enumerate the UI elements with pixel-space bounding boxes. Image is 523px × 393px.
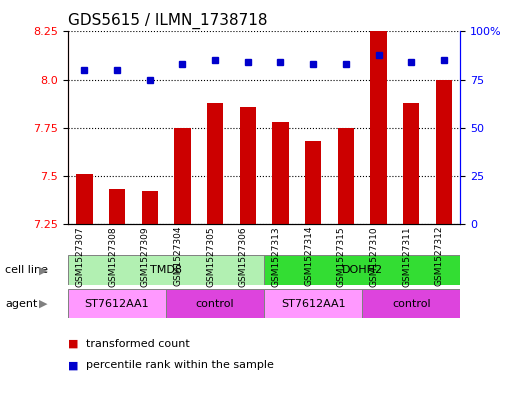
- Bar: [174, 128, 190, 224]
- Text: ST7612AA1: ST7612AA1: [85, 299, 150, 309]
- Text: GSM1527310: GSM1527310: [370, 226, 379, 286]
- Text: GSM1527309: GSM1527309: [141, 226, 150, 286]
- Bar: [362, 289, 460, 318]
- Text: GSM1527307: GSM1527307: [75, 226, 84, 286]
- Text: ▶: ▶: [39, 299, 47, 309]
- Bar: [436, 79, 452, 224]
- Text: DOHH2: DOHH2: [342, 265, 383, 275]
- Bar: [338, 128, 354, 224]
- Text: GSM1527305: GSM1527305: [206, 226, 215, 286]
- Text: TMD8: TMD8: [150, 265, 182, 275]
- Bar: [68, 255, 264, 285]
- Text: ▶: ▶: [39, 265, 47, 275]
- Bar: [207, 103, 223, 224]
- Text: control: control: [392, 299, 430, 309]
- Bar: [76, 174, 93, 224]
- Bar: [109, 189, 125, 224]
- Text: agent: agent: [5, 299, 38, 309]
- Bar: [272, 122, 289, 224]
- Bar: [264, 289, 362, 318]
- Text: transformed count: transformed count: [86, 339, 190, 349]
- Bar: [403, 103, 419, 224]
- Text: cell line: cell line: [5, 265, 48, 275]
- Bar: [142, 191, 158, 224]
- Text: GDS5615 / ILMN_1738718: GDS5615 / ILMN_1738718: [68, 13, 267, 29]
- Bar: [264, 255, 460, 285]
- Text: GSM1527304: GSM1527304: [174, 226, 183, 286]
- Text: ST7612AA1: ST7612AA1: [281, 299, 346, 309]
- Bar: [68, 289, 166, 318]
- Text: GSM1527314: GSM1527314: [304, 226, 313, 286]
- Bar: [370, 31, 386, 224]
- Text: GSM1527311: GSM1527311: [402, 226, 411, 286]
- Text: GSM1527315: GSM1527315: [337, 226, 346, 286]
- Bar: [305, 141, 321, 224]
- Text: control: control: [196, 299, 234, 309]
- Text: GSM1527312: GSM1527312: [435, 226, 444, 286]
- Text: GSM1527308: GSM1527308: [108, 226, 117, 286]
- Text: ■: ■: [68, 339, 78, 349]
- Text: GSM1527313: GSM1527313: [271, 226, 280, 286]
- Text: GSM1527306: GSM1527306: [239, 226, 248, 286]
- Text: percentile rank within the sample: percentile rank within the sample: [86, 360, 274, 371]
- Bar: [166, 289, 264, 318]
- Text: ■: ■: [68, 360, 78, 371]
- Bar: [240, 107, 256, 224]
